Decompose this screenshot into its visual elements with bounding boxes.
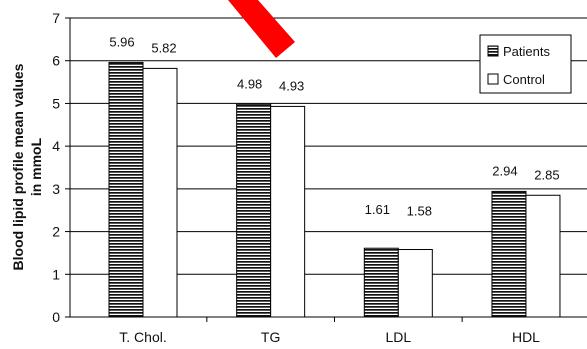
data-label-patients-1: 4.98 <box>237 76 262 91</box>
legend-label-patients: Patients <box>503 44 550 59</box>
bar-patients-3 <box>491 190 527 318</box>
legend-box <box>479 34 572 94</box>
bar-patients-0 <box>108 61 144 318</box>
legend-label-control: Control <box>503 72 545 87</box>
y-tick-label: 4 <box>52 138 60 154</box>
bar-control-2 <box>397 249 433 318</box>
bar-control-1 <box>270 105 306 318</box>
axes <box>69 18 587 318</box>
y-tick-label: 3 <box>52 181 60 197</box>
y-tick-label: 6 <box>52 53 60 69</box>
bar-patients-2 <box>363 247 399 318</box>
data-label-control-1: 4.93 <box>279 78 304 93</box>
bars <box>108 61 561 318</box>
y-tick-label: 2 <box>52 224 60 240</box>
data-label-patients-3: 2.94 <box>492 163 517 178</box>
y-tick-label: 5 <box>52 95 60 111</box>
category-labels: T. Chol. TG LDL HDL <box>119 329 540 345</box>
bar-control-3 <box>525 194 561 318</box>
category-label: TG <box>261 329 280 345</box>
red-arrow-annotation <box>228 0 295 58</box>
data-label-control-2: 1.58 <box>407 204 432 219</box>
legend-swatch-patients <box>487 45 499 57</box>
y-tick-labels: 0 1 2 3 4 5 6 7 <box>52 10 60 325</box>
data-label-patients-2: 1.61 <box>365 202 390 217</box>
category-label: HDL <box>512 329 540 345</box>
y-axis-title-line-2: in mmoL <box>28 137 44 196</box>
y-tick-label: 7 <box>52 10 60 26</box>
legend-swatch-control <box>487 73 499 85</box>
y-tick-label: 0 <box>52 309 60 325</box>
data-label-control-0: 5.82 <box>151 40 176 55</box>
bar-control-0 <box>142 67 178 318</box>
category-label: T. Chol. <box>119 329 166 345</box>
red-arrow-icon <box>228 0 295 58</box>
bar-patients-1 <box>236 103 272 318</box>
y-tick-label: 1 <box>52 266 60 282</box>
data-label-control-3: 2.85 <box>534 167 559 182</box>
y-axis-title-line-1: Blood lipid profile mean values <box>10 63 26 270</box>
legend: Patients Control <box>479 34 572 94</box>
data-label-patients-0: 5.96 <box>109 34 134 49</box>
category-label: LDL <box>385 329 411 345</box>
data-labels: 5.96 5.82 4.98 4.93 1.61 1.58 2.94 2.85 <box>109 34 559 218</box>
